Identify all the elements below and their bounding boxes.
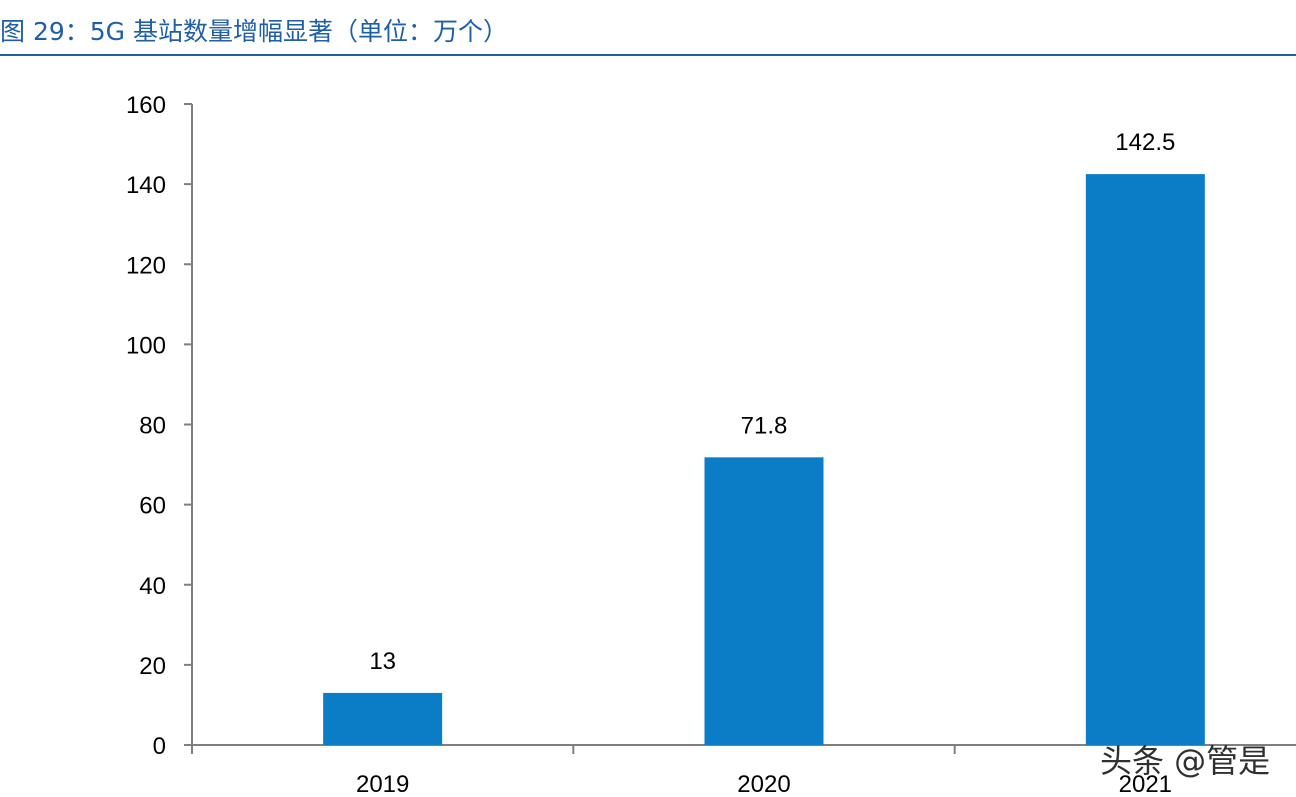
bar-2019 bbox=[323, 692, 443, 745]
x-tick-label-2020: 2020 bbox=[737, 771, 790, 797]
x-tick-label-2019: 2019 bbox=[356, 771, 409, 797]
x-tick-label-2021: 2021 bbox=[1119, 771, 1172, 797]
y-tick-label: 140 bbox=[126, 172, 166, 199]
bar-2020 bbox=[704, 457, 824, 745]
data-label-2021: 142.5 bbox=[1115, 129, 1175, 156]
watermark: 头条 @管是 bbox=[1100, 742, 1271, 780]
y-tick-label: 40 bbox=[139, 573, 166, 600]
y-tick-label: 0 bbox=[153, 733, 166, 760]
title-divider bbox=[0, 54, 1296, 56]
data-label-2020: 71.8 bbox=[741, 412, 788, 439]
y-tick-label: 120 bbox=[126, 252, 166, 279]
y-tick-label: 60 bbox=[139, 493, 166, 520]
bar-2021 bbox=[1085, 174, 1205, 745]
y-tick-label: 80 bbox=[139, 413, 166, 440]
chart-title: 图 29：5G 基站数量增幅显著（单位：万个） bbox=[0, 17, 508, 46]
y-tick-label: 160 bbox=[126, 92, 166, 119]
data-label-2019: 13 bbox=[369, 648, 396, 675]
y-tick-label: 100 bbox=[126, 332, 166, 359]
y-tick-label: 20 bbox=[139, 653, 166, 680]
